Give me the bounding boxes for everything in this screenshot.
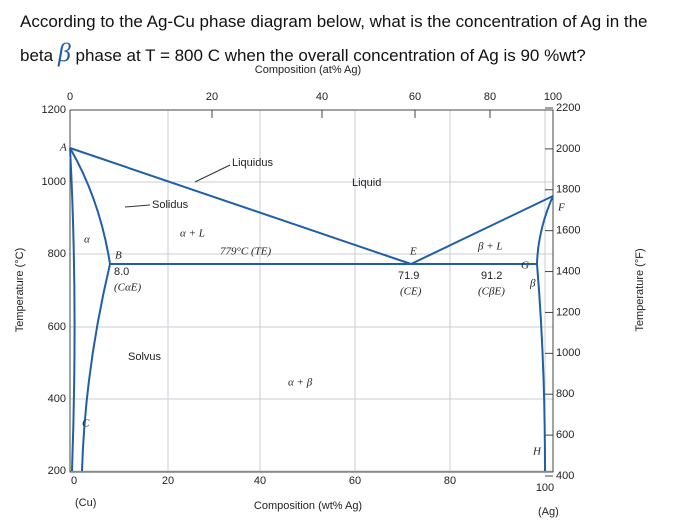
y-tick-label: 2200 — [556, 102, 580, 114]
composition-value: 91.2 — [481, 270, 502, 282]
point-label: C — [82, 418, 90, 430]
pointer — [124, 204, 151, 208]
question-text: beta — [20, 46, 54, 65]
y-tick-label: 400 — [556, 470, 574, 482]
composition-value: 71.9 — [398, 270, 419, 282]
x-tick-label: 40 — [316, 91, 328, 103]
region-label: Liquid — [352, 177, 381, 189]
axis-end-label: (Cu) — [75, 497, 96, 509]
region-label: β + L — [477, 241, 503, 253]
point-label: G — [521, 260, 529, 272]
x-tick-label: 60 — [409, 91, 421, 103]
beta-symbol: β — [57, 38, 71, 67]
x-tick-label: 20 — [162, 475, 174, 487]
region-label: α — [84, 234, 90, 246]
x-tick-label: 0 — [67, 91, 73, 103]
y-tick-label: 800 — [48, 248, 66, 260]
x-tick-label: 80 — [484, 91, 496, 103]
composition-value: 8.0 — [114, 266, 129, 278]
point-label: B — [115, 250, 122, 262]
x-tick-label: 60 — [349, 475, 361, 487]
region-label: Solidus — [152, 199, 189, 211]
plot-frame — [69, 109, 554, 473]
axis-label: Temperature (°C) — [14, 248, 26, 332]
composition-name: (CE) — [400, 286, 422, 298]
point-label: A — [59, 142, 67, 154]
solvus-curve — [81, 263, 111, 472]
y-tick-label: 1000 — [556, 347, 580, 359]
region-label: α + β — [288, 377, 313, 389]
region-label: α + L — [180, 228, 205, 240]
y-tick-label: 1000 — [42, 176, 66, 188]
axis-end-label: (Ag) — [538, 506, 559, 518]
x-tick-label: 80 — [444, 475, 456, 487]
y-tick-label: 200 — [48, 465, 66, 477]
axis-label: Composition (at% Ag) — [255, 64, 361, 76]
region-label: Solvus — [128, 351, 162, 363]
y-tick-label: 800 — [556, 388, 574, 400]
y-tick-label: 1600 — [556, 225, 580, 237]
x-tick-label: 100 — [544, 91, 562, 103]
x-tick-label: 100 — [536, 482, 554, 494]
y-tick-label: 1400 — [556, 265, 580, 277]
x-tick-label: 20 — [206, 91, 218, 103]
axis-label: Temperature (°F) — [634, 248, 646, 331]
question-line: According to the Ag-Cu phase diagram bel… — [20, 12, 648, 31]
y-tick-label: 1200 — [556, 306, 580, 318]
point-label: H — [532, 446, 542, 458]
y-tick-label: 600 — [556, 429, 574, 441]
y-tick-label: 1200 — [42, 104, 66, 116]
x-tick-label: 40 — [254, 475, 266, 487]
solvus-curve — [536, 263, 546, 472]
region-label: β — [529, 278, 536, 290]
solidus-curve — [69, 147, 111, 265]
x-tick-label: 0 — [71, 475, 77, 487]
alpha-boundary — [69, 147, 76, 472]
point-label: E — [409, 246, 417, 258]
eutectic-label: 779°C (TE) — [220, 246, 271, 258]
y-tick-label: 2000 — [556, 143, 580, 155]
y-tick-label: 400 — [48, 393, 66, 405]
y-tick-label: 600 — [48, 321, 66, 333]
solidus-curve — [536, 195, 554, 265]
axis-label: Composition (wt% Ag) — [254, 500, 362, 512]
pointer — [194, 164, 231, 183]
composition-name: (CαE) — [114, 282, 141, 294]
question-text: phase at T = 800 C when the overall conc… — [75, 46, 586, 65]
composition-name: (CβE) — [478, 286, 505, 298]
region-label: Liquidus — [232, 157, 273, 169]
question-line: beta β phase at T = 800 C when the overa… — [20, 38, 586, 68]
point-label: F — [557, 202, 565, 214]
y-tick-label: 1800 — [556, 184, 580, 196]
